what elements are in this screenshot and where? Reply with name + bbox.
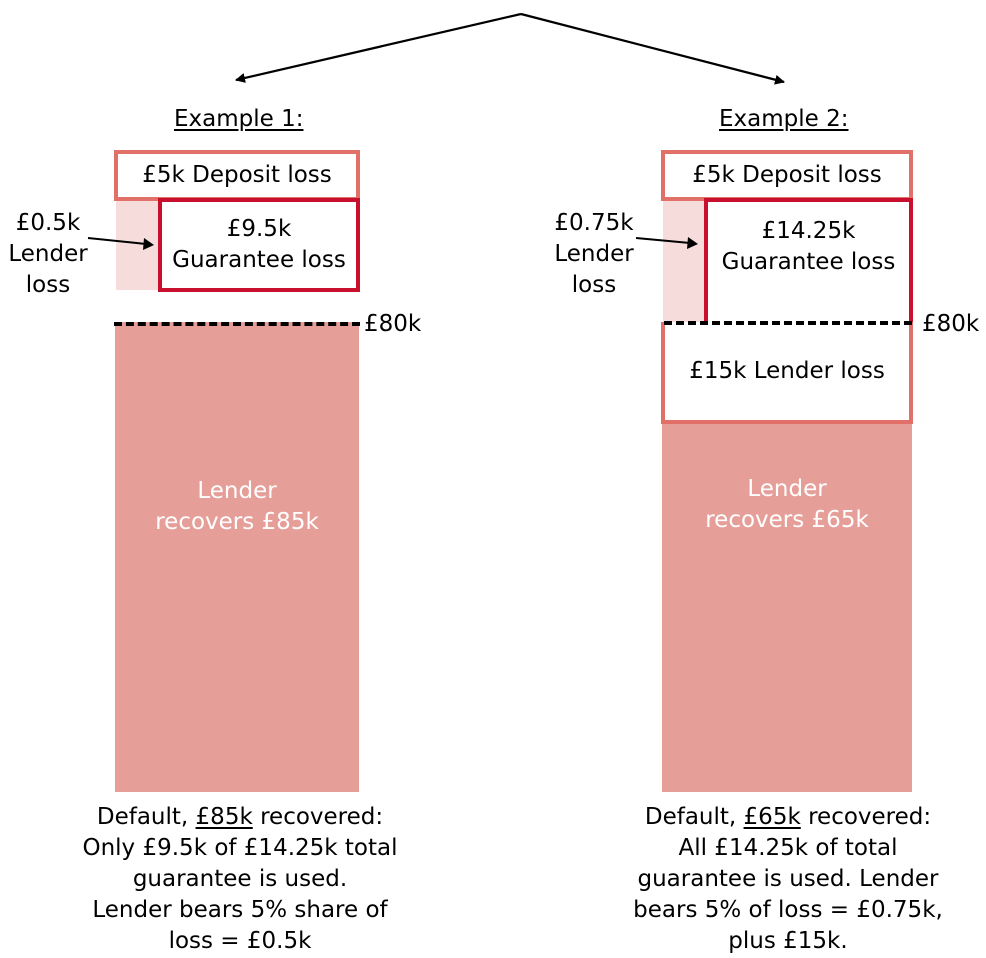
example-1-caption: Default, £85k recovered: Only £9.5k of £…: [82, 804, 398, 954]
example-1-lender-loss-label: £0.5k Lender loss: [8, 210, 88, 298]
example-2-deposit-loss-box: £5k Deposit loss: [661, 150, 913, 201]
example-2-recovery-label: Lender recovers £65k: [705, 476, 869, 533]
example-2-recovery-block: [662, 422, 912, 792]
example-1-lender-loss-arrow: [87, 237, 154, 250]
example-2-lender-loss-box: £15k Lender loss: [661, 322, 913, 424]
example-2-threshold-label: £80k: [922, 311, 980, 337]
example-2-guarantee-loss-box: £14.25k Guarantee loss: [704, 198, 913, 324]
example-2-heading: Example 2:: [719, 106, 849, 132]
example-1-recovery-block: [115, 322, 359, 792]
example-1-threshold-line: [114, 322, 360, 326]
example-2-caption: Default, £65k recovered: All £14.25k of …: [633, 804, 943, 954]
branch-arrows: [235, 12, 785, 85]
example-2-lender-loss-label: £0.75k Lender loss: [554, 210, 634, 298]
arrow-to-example-1: [235, 12, 522, 83]
arrow-to-example-2: [520, 12, 785, 85]
example-2-threshold-line: [664, 321, 912, 325]
example-2-lender-loss-sliver: [663, 200, 705, 324]
example-2-lender-loss-arrow: [635, 237, 698, 249]
example-1-heading: Example 1:: [174, 106, 304, 132]
example-1-threshold-label: £80k: [364, 311, 422, 337]
example-1-recovery-label: Lender recovers £85k: [155, 478, 319, 535]
example-1-guarantee-loss-box: £9.5k Guarantee loss: [158, 198, 360, 292]
example-1-deposit-loss-box: £5k Deposit loss: [114, 150, 360, 201]
